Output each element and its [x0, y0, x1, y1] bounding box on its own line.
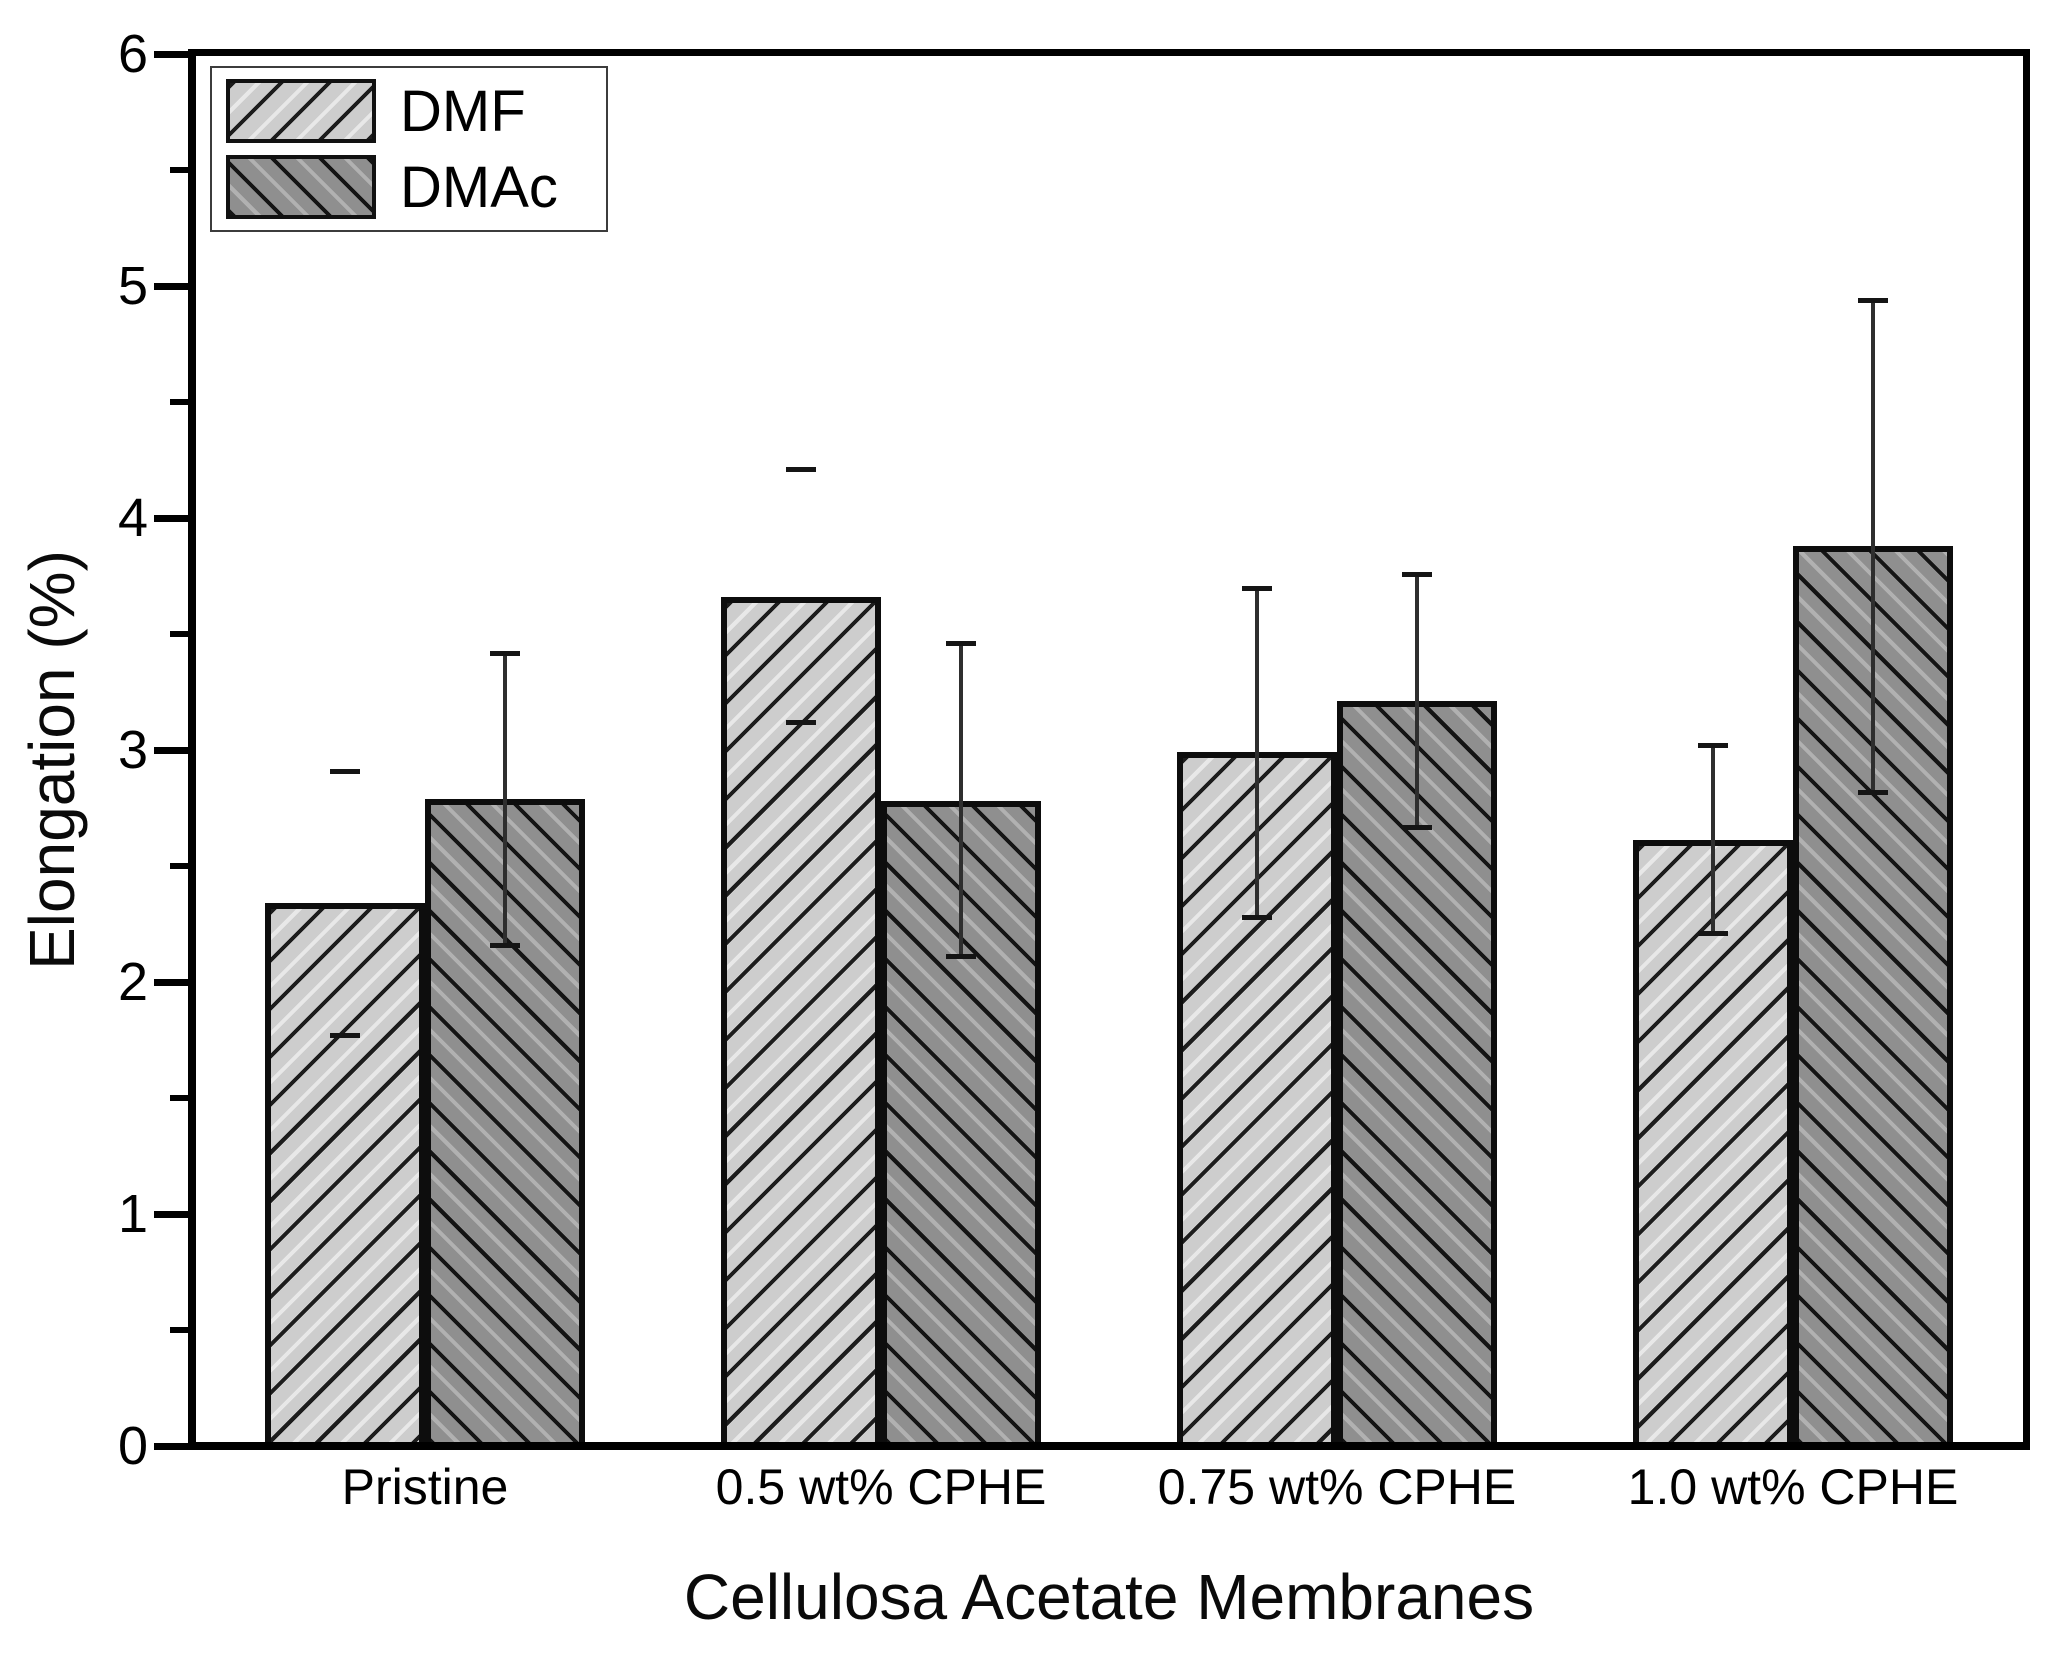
y-tick-label-1: 1	[117, 1184, 148, 1244]
legend-entry-dmf: DMF	[226, 78, 592, 144]
error-cap-top-DMAc-0	[490, 650, 520, 656]
legend-entry-dmac: DMAc	[226, 154, 592, 220]
legend-swatch-dmf-hatch-icon	[226, 79, 376, 143]
error-cap-top-DMF-0	[330, 768, 360, 774]
x-tick-label-1: 0.5 wt% CPHE	[715, 1459, 1047, 1515]
y-axis-line	[188, 49, 196, 1450]
plot-top-frame	[188, 49, 2030, 56]
x-tick-label-3: 1.0 wt% CPHE	[1627, 1459, 1959, 1515]
x-axis-line	[188, 1442, 2030, 1450]
y-tick-label-5: 5	[117, 256, 148, 316]
bar-DMAc-2	[1337, 701, 1497, 1450]
x-tick-label-0: Pristine	[341, 1459, 509, 1515]
y-major-tick-1	[154, 1210, 192, 1218]
legend-label-dmf: DMF	[400, 78, 526, 144]
y-major-tick-4	[154, 514, 192, 522]
y-major-tick-0	[154, 1442, 192, 1450]
bar-DMF-1	[721, 596, 881, 1450]
error-cap-bottom-DMAc-2	[1402, 824, 1432, 830]
y-axis-title: Elongation (%)	[16, 550, 88, 970]
y-major-tick-5	[154, 282, 192, 290]
error-cap-bottom-DMAc-3	[1858, 789, 1888, 795]
y-tick-label-4: 4	[117, 488, 148, 548]
error-line-DMF-2	[1255, 587, 1259, 918]
legend-label-dmac: DMAc	[400, 154, 558, 220]
error-cap-bottom-DMF-3	[1698, 931, 1728, 937]
y-minor-tick-0.5	[170, 1327, 192, 1333]
y-tick-label-3: 3	[117, 720, 148, 780]
legend-swatch-dmac-hatch-icon	[226, 155, 376, 219]
error-cap-top-DMAc-2	[1402, 571, 1432, 577]
y-major-tick-6	[154, 50, 192, 58]
y-minor-tick-4.5	[170, 399, 192, 405]
error-line-DMAc-0	[503, 652, 507, 945]
y-tick-label-6: 6	[117, 24, 148, 84]
plot-right-frame	[2023, 49, 2030, 1450]
error-cap-bottom-DMAc-1	[946, 954, 976, 960]
y-minor-tick-2.5	[170, 863, 192, 869]
y-major-tick-2	[154, 978, 192, 986]
y-minor-tick-5.5	[170, 167, 192, 173]
y-tick-label-2: 2	[117, 952, 148, 1012]
error-cap-top-DMAc-3	[1858, 297, 1888, 303]
x-tick-label-2: 0.75 wt% CPHE	[1157, 1459, 1517, 1515]
error-line-DMAc-2	[1415, 573, 1419, 827]
error-cap-bottom-DMAc-0	[490, 942, 520, 948]
error-line-DMAc-1	[959, 643, 963, 957]
error-cap-top-DMF-1	[786, 467, 816, 473]
error-line-DMF-3	[1711, 745, 1715, 934]
error-line-DMAc-3	[1871, 299, 1875, 792]
legend: DMF DMAc	[210, 66, 608, 232]
error-cap-top-DMAc-1	[946, 641, 976, 647]
bar-DMF-3	[1633, 840, 1793, 1450]
error-cap-bottom-DMF-0	[330, 1033, 360, 1039]
error-cap-bottom-DMF-2	[1242, 915, 1272, 921]
error-cap-top-DMF-2	[1242, 585, 1272, 591]
y-minor-tick-3.5	[170, 631, 192, 637]
x-axis-title: Cellulosa Acetate Membranes	[683, 1561, 1535, 1633]
y-minor-tick-1.5	[170, 1095, 192, 1101]
y-major-tick-3	[154, 746, 192, 754]
error-cap-top-DMF-3	[1698, 743, 1728, 749]
error-cap-bottom-DMF-1	[786, 720, 816, 726]
bar-DMF-0	[265, 903, 425, 1450]
bar-DMAc-1	[881, 801, 1041, 1450]
y-tick-label-0: 0	[117, 1416, 148, 1476]
